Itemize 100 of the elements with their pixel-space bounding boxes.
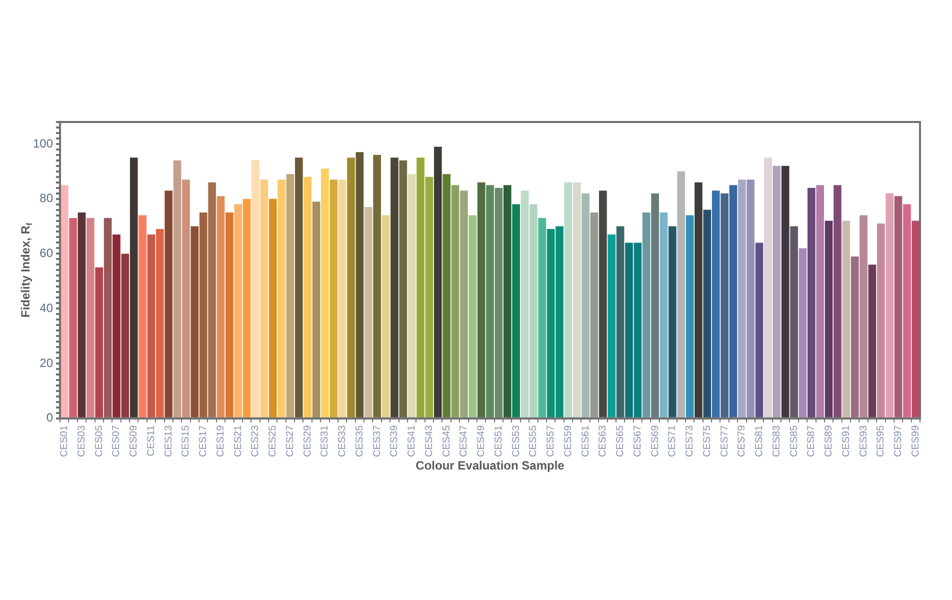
x-tick-label: CES87: [806, 424, 818, 458]
bar: [382, 215, 390, 418]
bar: [686, 215, 694, 418]
x-tick-label: CES11: [146, 424, 157, 456]
bar: [694, 182, 702, 418]
bar: [451, 185, 460, 418]
bar: [868, 264, 876, 418]
bar: [321, 168, 329, 418]
y-tick-label: 100: [32, 136, 54, 150]
bar: [121, 254, 130, 418]
bar: [712, 190, 720, 418]
y-tick-label: 80: [40, 191, 54, 206]
bar: [156, 229, 164, 418]
x-tick-label: CES91: [840, 424, 852, 458]
bar: [798, 248, 807, 418]
x-tick-label: CES39: [389, 424, 400, 458]
bar: [642, 212, 650, 418]
bar: [877, 224, 885, 418]
bar: [312, 202, 320, 418]
x-tick-label: CES89: [824, 424, 835, 458]
bar: [668, 226, 676, 418]
bar: [590, 212, 598, 418]
bar: [894, 196, 902, 418]
bar: [216, 196, 225, 418]
bar: [816, 185, 824, 418]
bar: [399, 160, 408, 418]
bar: [903, 204, 911, 418]
bar: [720, 193, 728, 418]
bar: [69, 218, 77, 418]
bar: [95, 267, 104, 418]
bar: [582, 193, 590, 418]
x-tick-label: CES09: [128, 424, 140, 458]
bar: [373, 154, 381, 418]
bar: [677, 171, 686, 418]
x-tick-label: CES57: [546, 424, 557, 458]
x-tick-label: CES85: [788, 424, 800, 458]
bar: [486, 185, 494, 418]
x-tick-label: CES67: [632, 424, 644, 458]
bar: [660, 212, 668, 418]
x-tick-label: CES99: [910, 424, 922, 458]
x-tick-label: CES97: [893, 424, 904, 458]
x-tick-label: CES43: [424, 424, 435, 458]
x-tick-label: CES61: [580, 424, 592, 458]
x-tick-label: CES69: [650, 424, 661, 458]
y-tick-label: 20: [40, 356, 54, 370]
bar: [138, 215, 146, 418]
bar: [356, 152, 364, 418]
bar: [182, 180, 190, 418]
bar: [842, 220, 850, 418]
bar: [764, 158, 772, 418]
x-tick-label: CES49: [476, 424, 488, 458]
x-tick-label: CES73: [684, 424, 696, 458]
bar: [912, 220, 920, 418]
bar: [199, 212, 208, 418]
bar: [330, 180, 338, 418]
bar: [112, 234, 120, 418]
bar: [834, 185, 842, 418]
x-tick-label: CES63: [598, 424, 609, 458]
y-tick-label: 40: [40, 300, 54, 315]
x-tick-label: CES15: [180, 424, 192, 458]
x-tick-label: CES29: [302, 424, 314, 458]
x-tick-label: CES79: [736, 424, 748, 458]
x-tick-label: CES71: [667, 424, 678, 458]
x-tick-label: CES07: [111, 424, 122, 458]
x-tick-label: CES53: [510, 424, 522, 458]
y-axis-title: Fidelity Index, Rf: [18, 222, 34, 318]
x-tick-label: CES03: [76, 424, 88, 458]
x-tick-label: CES35: [354, 424, 366, 458]
x-tick-label: CES37: [372, 424, 383, 458]
bar: [860, 215, 868, 418]
bar: [130, 158, 138, 418]
bar: [572, 182, 581, 418]
bar: [347, 158, 355, 418]
bar: [278, 180, 286, 418]
bar: [78, 212, 86, 418]
x-tick-label: CES59: [562, 424, 574, 458]
bar: [164, 190, 173, 418]
bar: [208, 182, 216, 418]
bar: [790, 226, 798, 418]
bar: [755, 242, 764, 418]
bar: [190, 226, 199, 418]
bar: [468, 215, 477, 418]
bar: [460, 190, 468, 418]
x-tick-label: CES17: [198, 424, 210, 458]
bar: [390, 158, 398, 418]
bar: [616, 226, 624, 418]
x-tick-label: CES01: [59, 424, 70, 458]
bar: [252, 160, 260, 418]
x-tick-label: CES27: [284, 424, 296, 458]
bar: [538, 218, 546, 418]
x-axis-title: Colour Evaluation Sample: [416, 458, 565, 472]
x-tick-label: CES77: [719, 424, 730, 458]
bar: [512, 204, 520, 418]
bar: [781, 166, 790, 418]
x-tick-label: CES55: [528, 424, 540, 458]
x-tick-label: CES83: [771, 424, 782, 458]
bar: [729, 185, 738, 418]
x-tick-label: CES95: [876, 424, 887, 458]
y-tick-label: 60: [40, 246, 54, 260]
x-tick-label: CES05: [94, 424, 105, 458]
